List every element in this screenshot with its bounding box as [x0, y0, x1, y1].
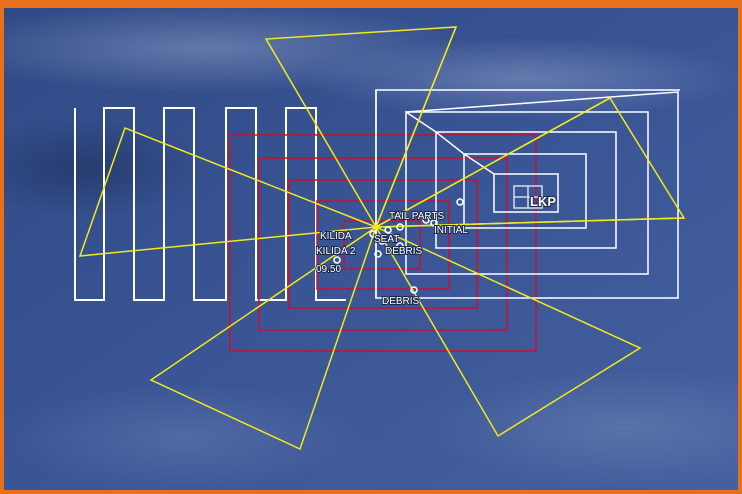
sea-texture — [4, 383, 364, 490]
marker-tail-parts-2[interactable] — [422, 216, 430, 224]
marker-debris-1[interactable] — [374, 250, 382, 258]
point-markers — [333, 198, 464, 294]
marker-kilida[interactable] — [369, 230, 377, 238]
marker-tail-parts[interactable] — [456, 198, 464, 206]
label-kilida-2: KILIDA 2 — [316, 246, 356, 257]
marker-kilida-b[interactable] — [384, 226, 392, 234]
sea-texture — [304, 38, 738, 118]
marker-time[interactable] — [333, 256, 341, 264]
label-initial: INITIAL — [434, 225, 468, 236]
marker-kilida-2[interactable] — [396, 242, 404, 250]
search-pattern-map[interactable]: TAIL PARTS INITIAL KILIDA SEAT KILIDA 2 … — [4, 8, 738, 490]
label-debris-2: DEBRIS — [382, 296, 420, 307]
parallel-track-search-pattern — [74, 107, 346, 301]
label-lkp: LKP — [530, 194, 556, 209]
label-debris-1: DEBRIS — [385, 246, 423, 257]
label-kilida: KILIDA — [320, 231, 352, 242]
sector-search-pattern — [78, 26, 686, 451]
marker-seat[interactable] — [396, 223, 404, 231]
lkp-marker-box[interactable] — [513, 185, 543, 209]
label-time: 09.50 — [316, 264, 341, 275]
expanding-square-search-pattern — [375, 89, 680, 299]
label-seat: SEAT — [374, 234, 399, 245]
red-square-search-pattern — [229, 134, 537, 352]
marker-initial[interactable] — [430, 219, 438, 227]
label-tail-parts: TAIL PARTS — [389, 211, 445, 222]
sea-texture — [424, 368, 738, 488]
marker-seat-b[interactable] — [378, 237, 386, 245]
marker-debris-2[interactable] — [410, 286, 418, 294]
